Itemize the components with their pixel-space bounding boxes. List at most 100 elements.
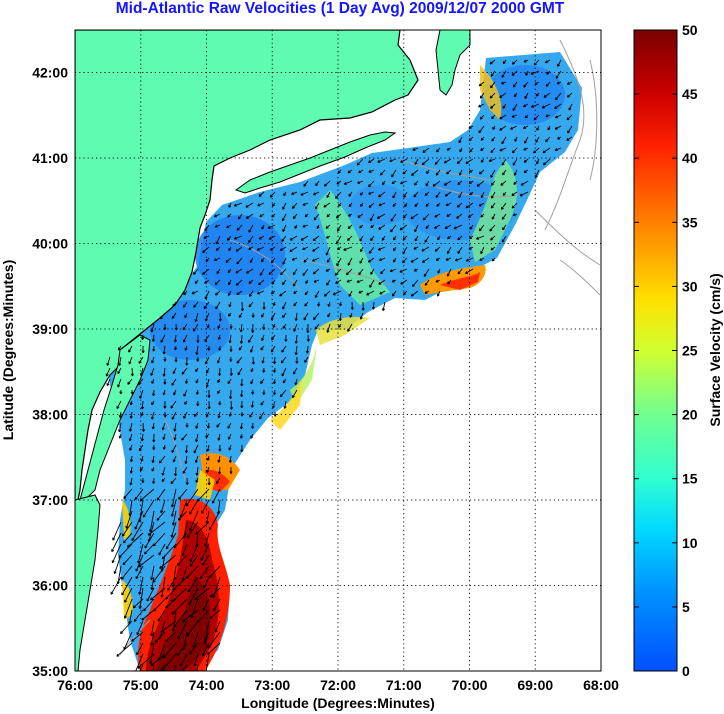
velocity-arrow-head <box>524 115 528 119</box>
velocity-arrow-head <box>337 170 341 174</box>
velocity-arrow-head <box>217 471 222 475</box>
velocity-arrow-head <box>152 481 156 484</box>
velocity-arrow <box>217 356 221 364</box>
velocity-arrow-head <box>437 237 441 241</box>
velocity-arrow <box>380 268 386 275</box>
velocity-arrow-head <box>535 93 539 97</box>
velocity-arrow-head <box>282 306 285 310</box>
velocity-arrow <box>465 202 474 209</box>
velocity-arrow-head <box>377 159 381 163</box>
velocity-arrow <box>292 279 298 287</box>
velocity-arrow-head <box>424 192 428 196</box>
velocity-arrow <box>152 422 155 430</box>
velocity-arrow <box>249 290 254 297</box>
velocity-arrow-head <box>205 384 209 388</box>
velocity-arrow-head <box>490 247 494 251</box>
velocity-arrow-head <box>185 503 189 507</box>
velocity-arrow-head <box>256 291 260 295</box>
velocity-arrow <box>490 81 496 89</box>
velocity-arrow-head <box>128 438 132 442</box>
velocity-arrow <box>281 235 287 242</box>
velocity-arrow-head <box>378 281 382 285</box>
y-tick: 40:00 <box>32 236 68 252</box>
velocity-arrow-head <box>512 162 516 166</box>
velocity-arrow-head <box>566 137 570 141</box>
velocity-arrow-head <box>229 326 233 329</box>
velocity-arrow-head <box>239 426 244 430</box>
velocity-arrow <box>368 257 375 263</box>
velocity-arrow-head <box>513 181 517 185</box>
velocity-arrow <box>554 103 562 109</box>
velocity-arrow-head <box>348 293 352 297</box>
velocity-arrow <box>129 433 133 442</box>
velocity-arrow-head <box>177 636 181 640</box>
velocity-arrow <box>189 499 199 515</box>
velocity-arrow-head <box>325 252 329 256</box>
velocity-arrow <box>392 290 397 297</box>
velocity-arrow-head <box>359 316 363 320</box>
velocity-arrow <box>230 389 232 399</box>
velocity-arrow-head <box>272 392 277 396</box>
velocity-arrow <box>240 422 243 430</box>
velocity-arrow <box>324 180 331 187</box>
velocity-arrow-head <box>465 205 469 209</box>
velocity-arrow-head <box>389 159 393 163</box>
velocity-arrow-head <box>543 94 547 98</box>
velocity-arrow <box>237 367 243 376</box>
velocity-arrow-head <box>445 257 449 261</box>
velocity-arrow-head <box>188 602 192 606</box>
velocity-arrow <box>202 554 210 566</box>
velocity-arrow <box>176 554 188 566</box>
velocity-arrow <box>183 334 188 343</box>
velocity-arrow-head <box>282 315 286 319</box>
velocity-arrow <box>356 158 364 166</box>
velocity-arrow-head <box>213 214 217 218</box>
velocity-arrow <box>378 224 386 230</box>
velocity-arrow-head <box>106 383 110 387</box>
velocity-arrow-head <box>332 292 336 296</box>
velocity-arrow-head <box>133 618 137 622</box>
velocity-arrow-head <box>457 237 461 241</box>
velocity-arrow-head <box>193 271 196 275</box>
velocity-arrow <box>214 213 221 218</box>
velocity-arrow-head <box>370 238 374 242</box>
velocity-arrow <box>218 411 221 419</box>
velocity-arrow <box>444 158 452 164</box>
velocity-arrow <box>195 312 199 322</box>
velocity-arrow <box>336 257 342 267</box>
velocity-arrow <box>413 191 419 198</box>
velocity-arrow <box>435 191 441 198</box>
y-tick: 39:00 <box>32 321 68 337</box>
velocity-arrow-head <box>335 195 338 199</box>
velocity-arrow <box>212 576 221 599</box>
velocity-arrow-head <box>524 96 528 99</box>
velocity-arrow-head <box>489 228 493 232</box>
colorbar-tick: 30 <box>682 278 698 294</box>
velocity-arrow-head <box>137 382 141 386</box>
velocity-arrow-head <box>227 313 231 317</box>
velocity-arrow-head <box>245 270 249 274</box>
velocity-arrow <box>392 191 397 199</box>
velocity-arrow <box>130 411 133 419</box>
velocity-arrow <box>478 202 485 207</box>
velocity-arrow <box>545 136 551 142</box>
velocity-arrow-head <box>369 218 373 222</box>
velocity-arrow <box>501 158 507 166</box>
velocity-arrow-head <box>436 203 440 207</box>
velocity-arrow-head <box>281 238 285 242</box>
velocity-arrow-head <box>436 149 439 153</box>
velocity-arrow-head <box>523 170 527 173</box>
velocity-arrow-head <box>501 81 504 85</box>
velocity-arrow-head <box>411 172 415 176</box>
velocity-arrow-head <box>251 315 255 318</box>
velocity-arrow <box>163 367 166 377</box>
velocity-arrow <box>512 59 518 65</box>
velocity-arrow-head <box>170 481 174 485</box>
velocity-arrow-head <box>347 262 351 266</box>
velocity-arrow <box>314 323 320 330</box>
velocity-arrow-head <box>390 218 394 222</box>
velocity-arrow-head <box>179 663 183 667</box>
velocity-arrow-head <box>202 271 206 275</box>
velocity-arrow <box>542 103 551 109</box>
velocity-arrow-head <box>424 239 428 243</box>
